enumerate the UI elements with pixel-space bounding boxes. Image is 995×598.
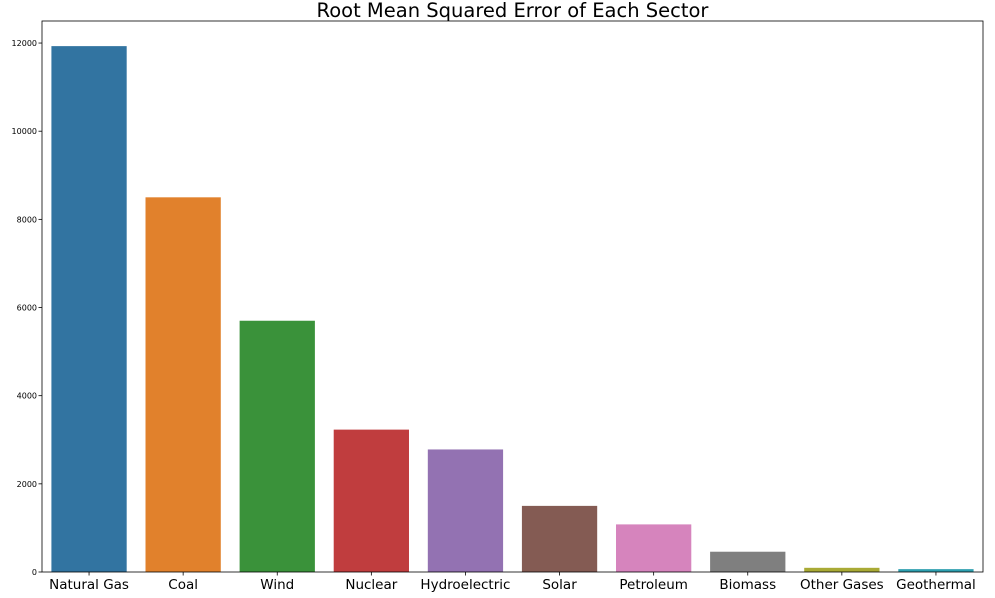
bar-biomass [710, 551, 786, 572]
bar-solar [521, 505, 598, 572]
x-tick-label: Petroleum [619, 577, 688, 593]
y-tick-label: 8000 [17, 215, 37, 224]
x-tick-label: Solar [542, 577, 577, 593]
y-tick-label: 2000 [17, 480, 37, 489]
x-tick-label: Natural Gas [49, 577, 129, 593]
x-tick-label: Wind [260, 577, 294, 593]
x-tick-label: Coal [168, 577, 198, 593]
x-tick-label: Biomass [719, 577, 776, 593]
bar-other-gases [804, 567, 880, 572]
y-tick-label: 12000 [12, 39, 37, 48]
x-tick-label: Other Gases [800, 577, 884, 593]
bar-petroleum [616, 524, 692, 572]
bar-coal [145, 197, 221, 572]
y-tick-label: 0 [32, 568, 37, 577]
bar-natural-gas [51, 46, 127, 572]
y-tick-label: 10000 [12, 127, 37, 136]
plot-frame [41, 20, 984, 573]
bars [51, 46, 974, 572]
y-axis: 0 2000 4000 6000 8000 10000 12000 [12, 39, 42, 577]
x-tick-label: Hydroelectric [420, 577, 510, 593]
chart-title: Root Mean Squared Error of Each Sector [317, 0, 710, 22]
bar-hydroelectric [427, 449, 504, 572]
bar-geothermal [898, 569, 974, 572]
y-tick-label: 6000 [17, 304, 37, 313]
bar-wind [239, 320, 315, 572]
y-tick-label: 4000 [17, 392, 37, 401]
bar-nuclear [333, 429, 409, 572]
x-tick-label: Nuclear [345, 577, 397, 593]
x-tick-label: Geothermal [896, 577, 976, 593]
x-axis: Natural Gas Coal Wind Nuclear Hydroelectric S… [49, 572, 976, 593]
